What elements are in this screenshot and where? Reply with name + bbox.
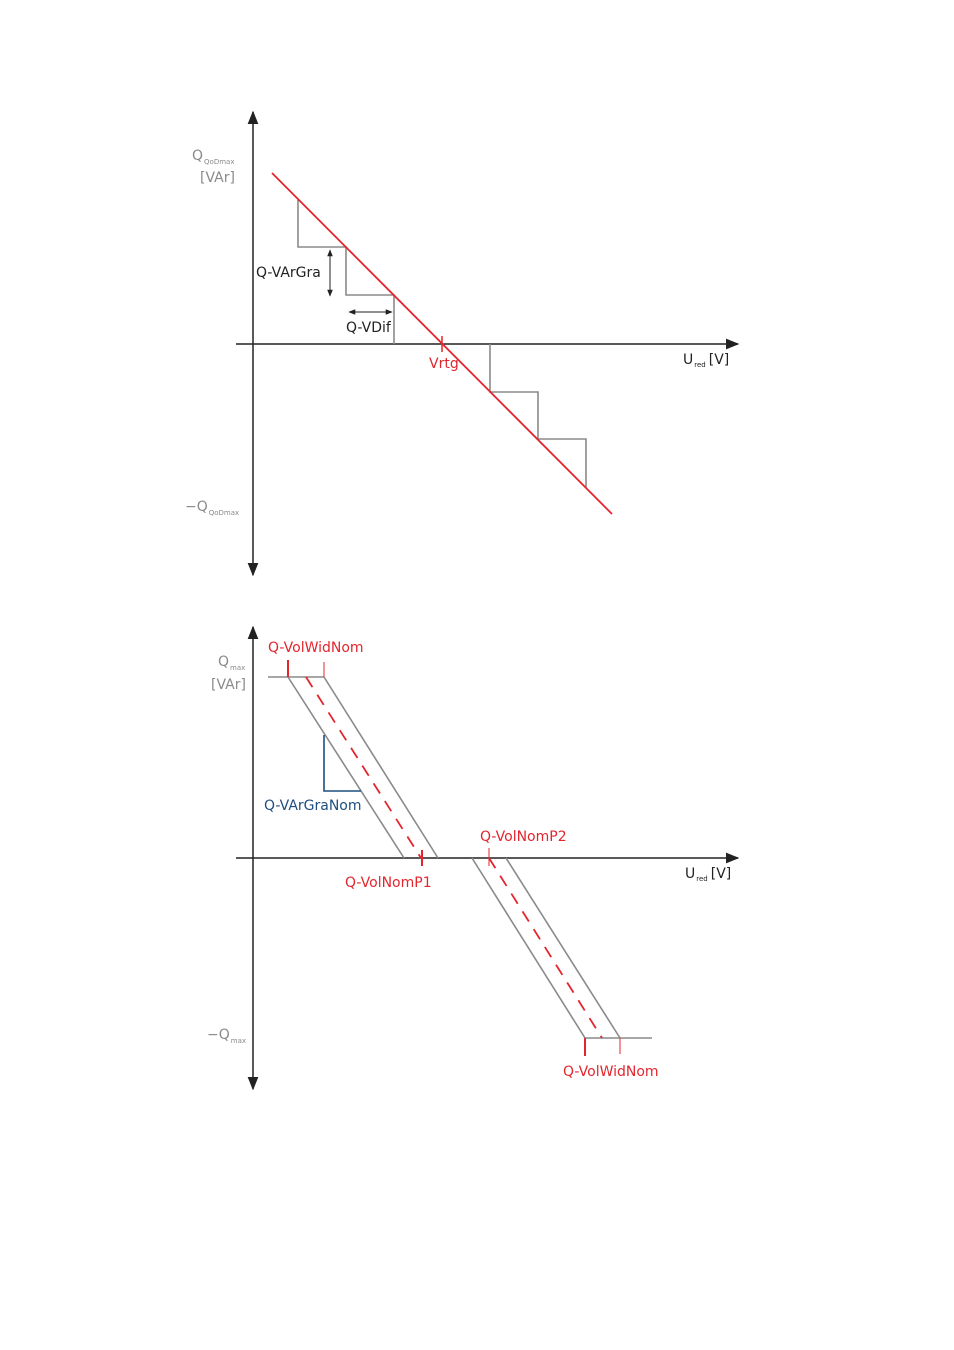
y-axis-label: QQoDmax <box>192 148 234 166</box>
step-width-label: Q-VDif <box>346 320 392 336</box>
rated-voltage-label: Vrtg <box>429 356 459 372</box>
x-axis-label: Ured [V] <box>683 352 729 369</box>
y-axis-unit: [VAr] <box>211 677 246 693</box>
gradient-label: Q-VArGraNom <box>264 798 362 814</box>
step-staircase-upper <box>297 200 395 344</box>
width-label-top: Q-VolWidNom <box>268 640 364 656</box>
diagram-stepwise-characteristic: QQoDmax [VAr] −QQoDmax Ured [V] Q-VArGra … <box>185 110 740 577</box>
band-left-edge-upper <box>287 676 405 859</box>
gradient-triangle <box>323 735 361 792</box>
point2-label: Q-VolNomP2 <box>480 829 567 845</box>
band-left-edge-lower <box>471 857 586 1039</box>
nominal-center-line-upper <box>305 676 422 859</box>
band-outline-upper <box>268 676 439 859</box>
y-axis-negative-label: −Qmax <box>207 1027 246 1045</box>
y-axis-negative-label: −QQoDmax <box>185 499 239 517</box>
y-axis-unit: [VAr] <box>200 170 235 186</box>
step-height-label: Q-VArGra <box>256 265 321 281</box>
y-axis-label: Qmax <box>218 654 245 672</box>
point1-label: Q-VolNomP1 <box>345 875 432 891</box>
diagram-nominal-band-characteristic: Qmax [VAr] −Qmax Ured [V] Q-VolWidNom Q-V… <box>207 625 740 1091</box>
width-label-bottom: Q-VolWidNom <box>563 1064 659 1080</box>
x-axis-label: Ured [V] <box>685 866 731 883</box>
step-staircase-lower <box>489 344 587 487</box>
nominal-center-line-lower <box>488 857 603 1039</box>
